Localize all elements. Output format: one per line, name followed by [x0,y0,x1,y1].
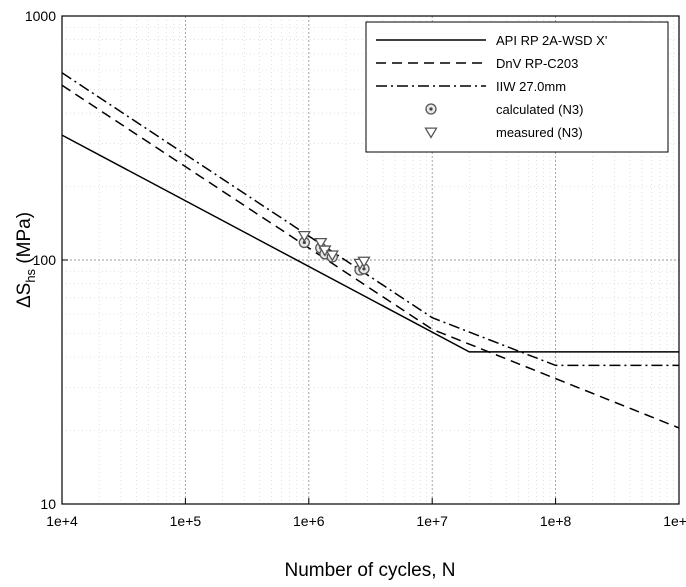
legend-label-3: calculated (N3) [496,102,583,117]
legend-sample-4 [424,127,438,139]
x-tick-label: 1e+7 [416,513,448,529]
legend-box [365,21,669,153]
series-2-line [61,72,679,367]
series-1-line [61,84,680,429]
legend: API RP 2A-WSD X' DnV RP-C203 IIW 27.0mm cal… [365,21,669,153]
series-4-point [314,237,328,250]
series-0-line [61,134,679,353]
y-axis-label-sub: hs [23,268,38,282]
y-tick-label: 1000 [25,8,56,24]
legend-label-1: DnV RP-C203 [496,56,578,71]
x-tick-label: 1e+9 [663,513,686,529]
legend-label-4: measured (N3) [496,125,583,140]
y-axis-label-base: ΔS [14,283,35,308]
legend-sample-3 [425,103,437,115]
x-tick-label: 1e+8 [540,513,572,529]
x-axis-label: Number of cycles, N [284,560,455,581]
series-4-point [297,231,311,243]
y-tick-labels: 10 100 1000 [25,8,68,512]
y-axis-label-unit: (MPa) [14,212,35,269]
series-layer [61,72,680,429]
x-tick-labels: 1e+4 1e+5 1e+6 1e+7 1e+8 1e+9 [46,498,686,529]
y-tick-label: 100 [33,252,57,268]
legend-label-0: API RP 2A-WSD X' [496,33,607,48]
x-tick-label: 1e+4 [46,513,78,529]
legend-label-2: IIW 27.0mm [496,79,566,94]
series-4-point [325,250,339,262]
series-4-point [357,256,371,268]
y-tick-label: 10 [40,496,56,512]
x-tick-label: 1e+5 [170,513,202,529]
x-tick-label: 1e+6 [293,513,325,529]
y-axis-label: ΔShs (MPa) [14,212,38,308]
